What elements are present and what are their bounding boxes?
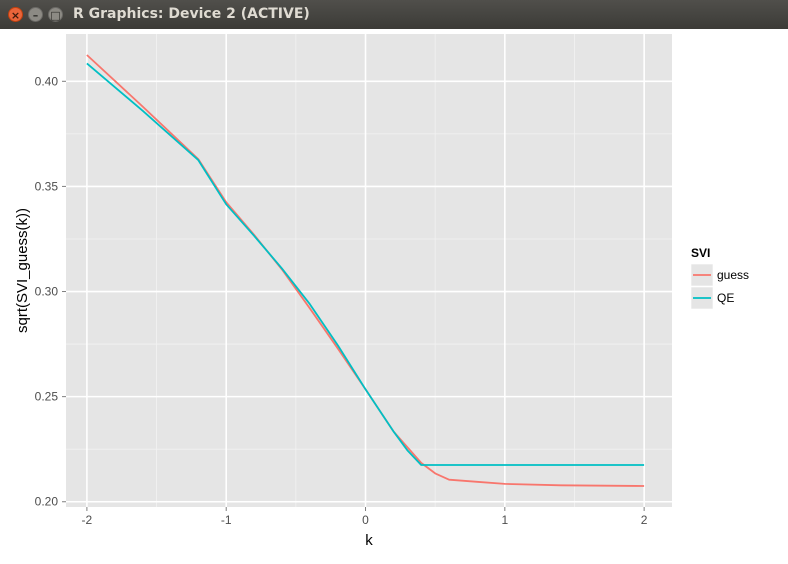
x-tick-label: -2	[82, 513, 93, 527]
minimize-icon[interactable]: –	[28, 7, 43, 22]
maximize-icon[interactable]: □	[48, 7, 63, 22]
x-tick-label: 1	[501, 513, 508, 527]
plot-panel	[66, 34, 672, 507]
title-bar[interactable]: × – □ R Graphics: Device 2 (ACTIVE)	[0, 0, 788, 29]
x-tick-label: 0	[362, 513, 369, 527]
series-line-qe	[86, 62, 645, 466]
y-tick-label: 0.30	[35, 285, 59, 299]
legend-label-qe: QE	[717, 291, 734, 305]
y-tick-label: 0.35	[35, 179, 59, 193]
series-layer	[86, 54, 645, 487]
line-chart: -2 -1 0 1 2 0.20 0.25 0.30 0.35 0.40 k sqrt(SVI_…	[14, 34, 749, 549]
legend: SVI guess QE	[690, 246, 749, 310]
y-tick-label: 0.25	[35, 390, 59, 404]
legend-title: SVI	[691, 246, 710, 260]
window-title: R Graphics: Device 2 (ACTIVE)	[73, 6, 310, 22]
close-icon[interactable]: ×	[8, 7, 23, 22]
minor-grid	[66, 34, 672, 507]
x-axis-title: k	[365, 532, 373, 549]
plot-area: -2 -1 0 1 2 0.20 0.25 0.30 0.35 0.40 k sqrt(SVI_…	[0, 29, 788, 559]
legend-items: guess QE	[690, 263, 749, 310]
y-axis-title: sqrt(SVI_guess(k))	[14, 208, 31, 333]
y-tick-label: 0.40	[35, 74, 59, 88]
y-tick-label: 0.20	[35, 495, 59, 509]
x-tick-label: -1	[221, 513, 232, 527]
x-axis: -2 -1 0 1 2	[82, 507, 648, 527]
y-axis: 0.20 0.25 0.30 0.35 0.40	[35, 74, 66, 509]
x-tick-label: 2	[641, 513, 648, 527]
major-grid	[66, 34, 672, 507]
legend-label-guess: guess	[717, 268, 749, 282]
